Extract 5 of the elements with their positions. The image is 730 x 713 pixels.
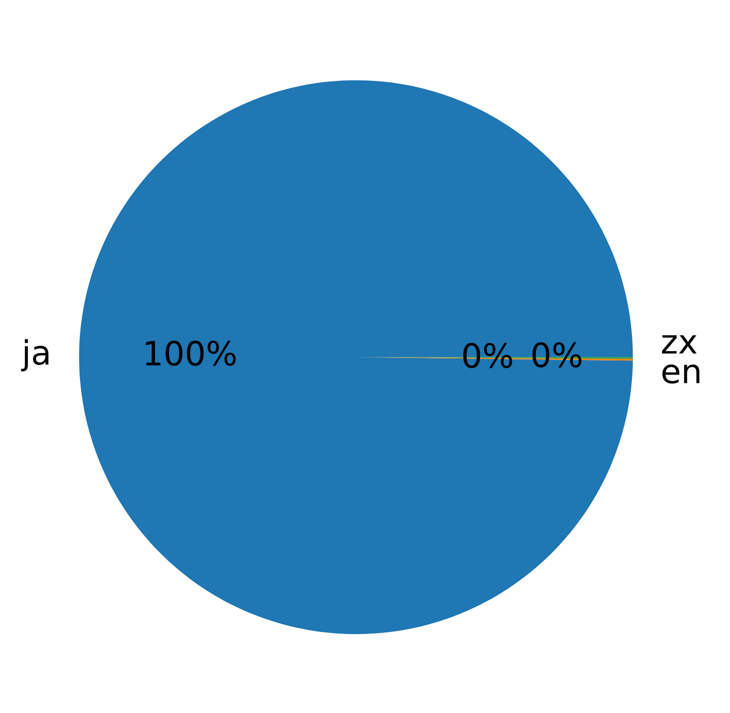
data-label: 100%	[146, 340, 236, 366]
slice-label: en	[662, 364, 700, 384]
slice-label: ja	[21, 339, 48, 372]
slice-label: zx	[662, 335, 697, 354]
pie-slice	[79, 80, 633, 634]
